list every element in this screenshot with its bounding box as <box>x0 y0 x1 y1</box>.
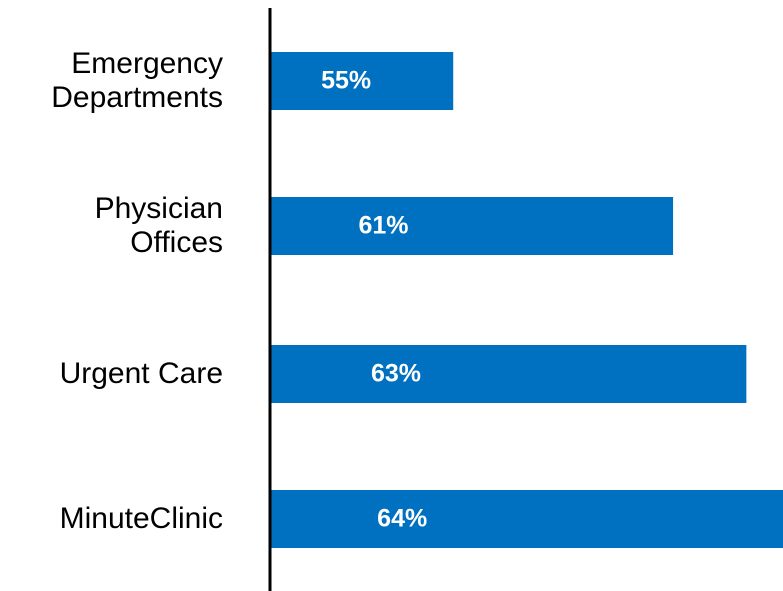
category-label: Urgent Care <box>59 357 223 390</box>
value-label: 61% <box>358 212 408 240</box>
category-label: Physician Offices <box>94 192 223 259</box>
bar <box>270 52 454 110</box>
value-label: 63% <box>371 360 421 388</box>
bar <box>270 490 783 548</box>
category-label: MinuteClinic <box>59 502 223 535</box>
category-label: Emergency Departments <box>51 47 223 114</box>
bar <box>270 197 674 255</box>
bar <box>270 345 747 403</box>
value-label: 64% <box>377 505 427 533</box>
value-label: 55% <box>321 67 371 95</box>
